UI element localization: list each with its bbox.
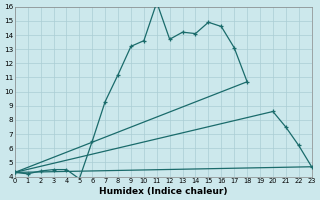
X-axis label: Humidex (Indice chaleur): Humidex (Indice chaleur) bbox=[99, 187, 228, 196]
